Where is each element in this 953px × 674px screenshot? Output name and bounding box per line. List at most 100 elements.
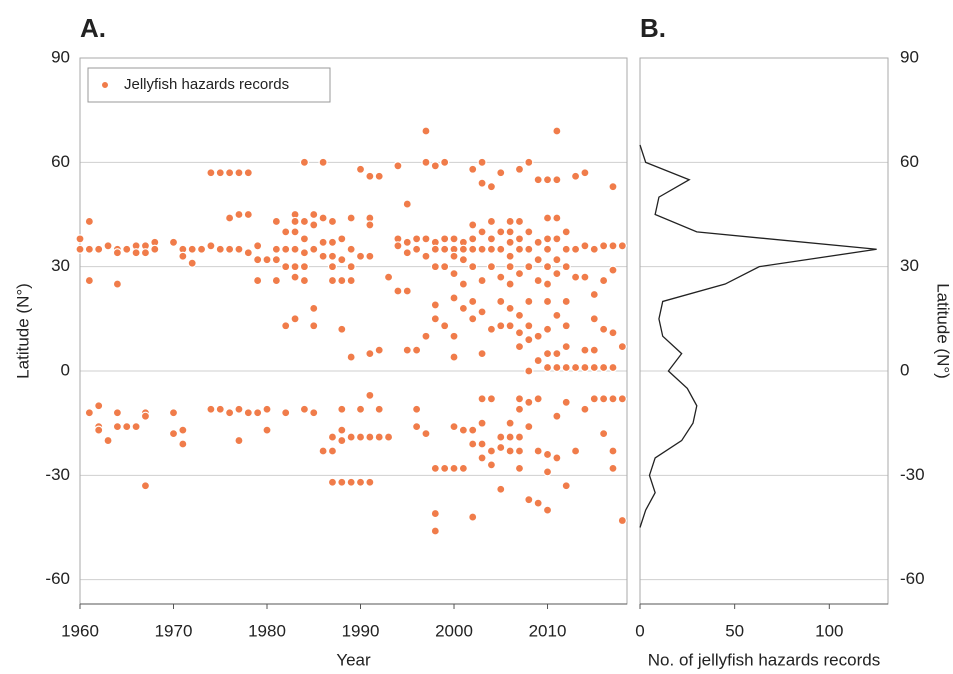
data-point xyxy=(486,446,497,456)
data-point xyxy=(533,394,543,404)
data-point xyxy=(589,314,599,324)
data-point xyxy=(355,404,366,414)
data-point xyxy=(570,244,581,254)
data-point xyxy=(468,512,478,522)
data-point xyxy=(281,227,291,237)
data-point xyxy=(514,328,525,338)
data-point xyxy=(430,508,440,519)
data-point xyxy=(496,227,506,237)
x-tick-label: 1990 xyxy=(342,621,380,640)
data-point xyxy=(365,220,375,230)
data-point xyxy=(430,161,440,171)
data-point xyxy=(496,442,506,453)
data-point xyxy=(234,435,244,446)
data-point xyxy=(496,484,506,494)
data-point xyxy=(346,262,356,272)
data-point xyxy=(514,234,525,244)
data-point xyxy=(365,477,375,487)
data-point xyxy=(505,279,515,289)
data-point xyxy=(589,244,599,254)
data-point xyxy=(84,216,94,227)
data-point xyxy=(430,300,440,310)
data-point xyxy=(599,362,609,373)
data-point xyxy=(318,251,328,261)
data-point xyxy=(449,463,459,473)
data-point xyxy=(94,425,104,435)
data-point xyxy=(449,269,459,279)
data-point xyxy=(253,275,263,286)
data-point xyxy=(552,310,562,320)
data-point xyxy=(234,244,244,254)
data-point xyxy=(477,418,487,428)
data-point xyxy=(430,526,440,536)
y-tick-label: 60 xyxy=(900,152,919,171)
data-point xyxy=(262,404,272,414)
y-tick-label: 90 xyxy=(51,47,70,66)
data-point xyxy=(542,234,553,244)
data-point xyxy=(496,321,506,331)
x-tick-label: 50 xyxy=(725,621,744,640)
data-point xyxy=(393,241,403,251)
data-point xyxy=(486,182,497,192)
data-point xyxy=(496,296,506,307)
data-point xyxy=(552,255,562,265)
data-point xyxy=(271,255,281,265)
data-point xyxy=(486,262,497,272)
data-point xyxy=(327,251,338,261)
data-point xyxy=(150,244,160,254)
data-point xyxy=(337,324,347,334)
data-point xyxy=(514,394,525,404)
data-point xyxy=(533,331,543,341)
data-point xyxy=(243,248,253,258)
panel-title: B. xyxy=(640,13,666,43)
data-point xyxy=(253,241,263,251)
plot-frame xyxy=(639,57,889,605)
data-point xyxy=(561,362,571,373)
x-tick-label: 1970 xyxy=(155,621,193,640)
data-point xyxy=(458,425,468,435)
data-point xyxy=(253,408,263,418)
data-point xyxy=(187,258,197,268)
data-point xyxy=(374,432,384,442)
data-point xyxy=(318,157,328,167)
y-tick-label: 60 xyxy=(51,152,70,171)
data-point xyxy=(440,262,450,272)
data-point xyxy=(412,404,422,414)
data-point xyxy=(505,446,515,456)
data-point xyxy=(608,265,618,275)
data-point xyxy=(271,275,281,286)
data-point xyxy=(112,279,123,289)
data-point xyxy=(337,275,347,286)
data-point xyxy=(299,262,310,272)
data-point xyxy=(496,432,506,442)
data-point xyxy=(215,404,225,414)
data-point xyxy=(458,303,468,313)
data-point xyxy=(552,175,562,185)
data-point xyxy=(468,314,478,324)
data-point xyxy=(253,255,263,265)
y-axis-label: Latitude (N°) xyxy=(13,283,32,379)
data-point xyxy=(140,248,151,258)
data-point xyxy=(468,262,478,272)
data-point xyxy=(561,321,571,331)
data-point xyxy=(412,234,422,244)
data-point xyxy=(234,168,244,178)
data-point xyxy=(449,234,459,244)
legend-box xyxy=(87,67,331,103)
data-point xyxy=(440,463,450,473)
data-point xyxy=(178,251,188,261)
data-point xyxy=(561,262,571,272)
data-point xyxy=(412,345,422,355)
data-point xyxy=(608,241,618,251)
data-point xyxy=(243,168,253,178)
data-point xyxy=(131,422,141,432)
data-point xyxy=(496,168,506,178)
data-point xyxy=(206,404,216,414)
count-line xyxy=(639,144,877,528)
data-point xyxy=(299,216,310,227)
data-point xyxy=(309,408,319,418)
data-point xyxy=(262,255,272,265)
data-point xyxy=(412,422,422,432)
data-point xyxy=(477,227,487,237)
data-point xyxy=(505,227,515,237)
